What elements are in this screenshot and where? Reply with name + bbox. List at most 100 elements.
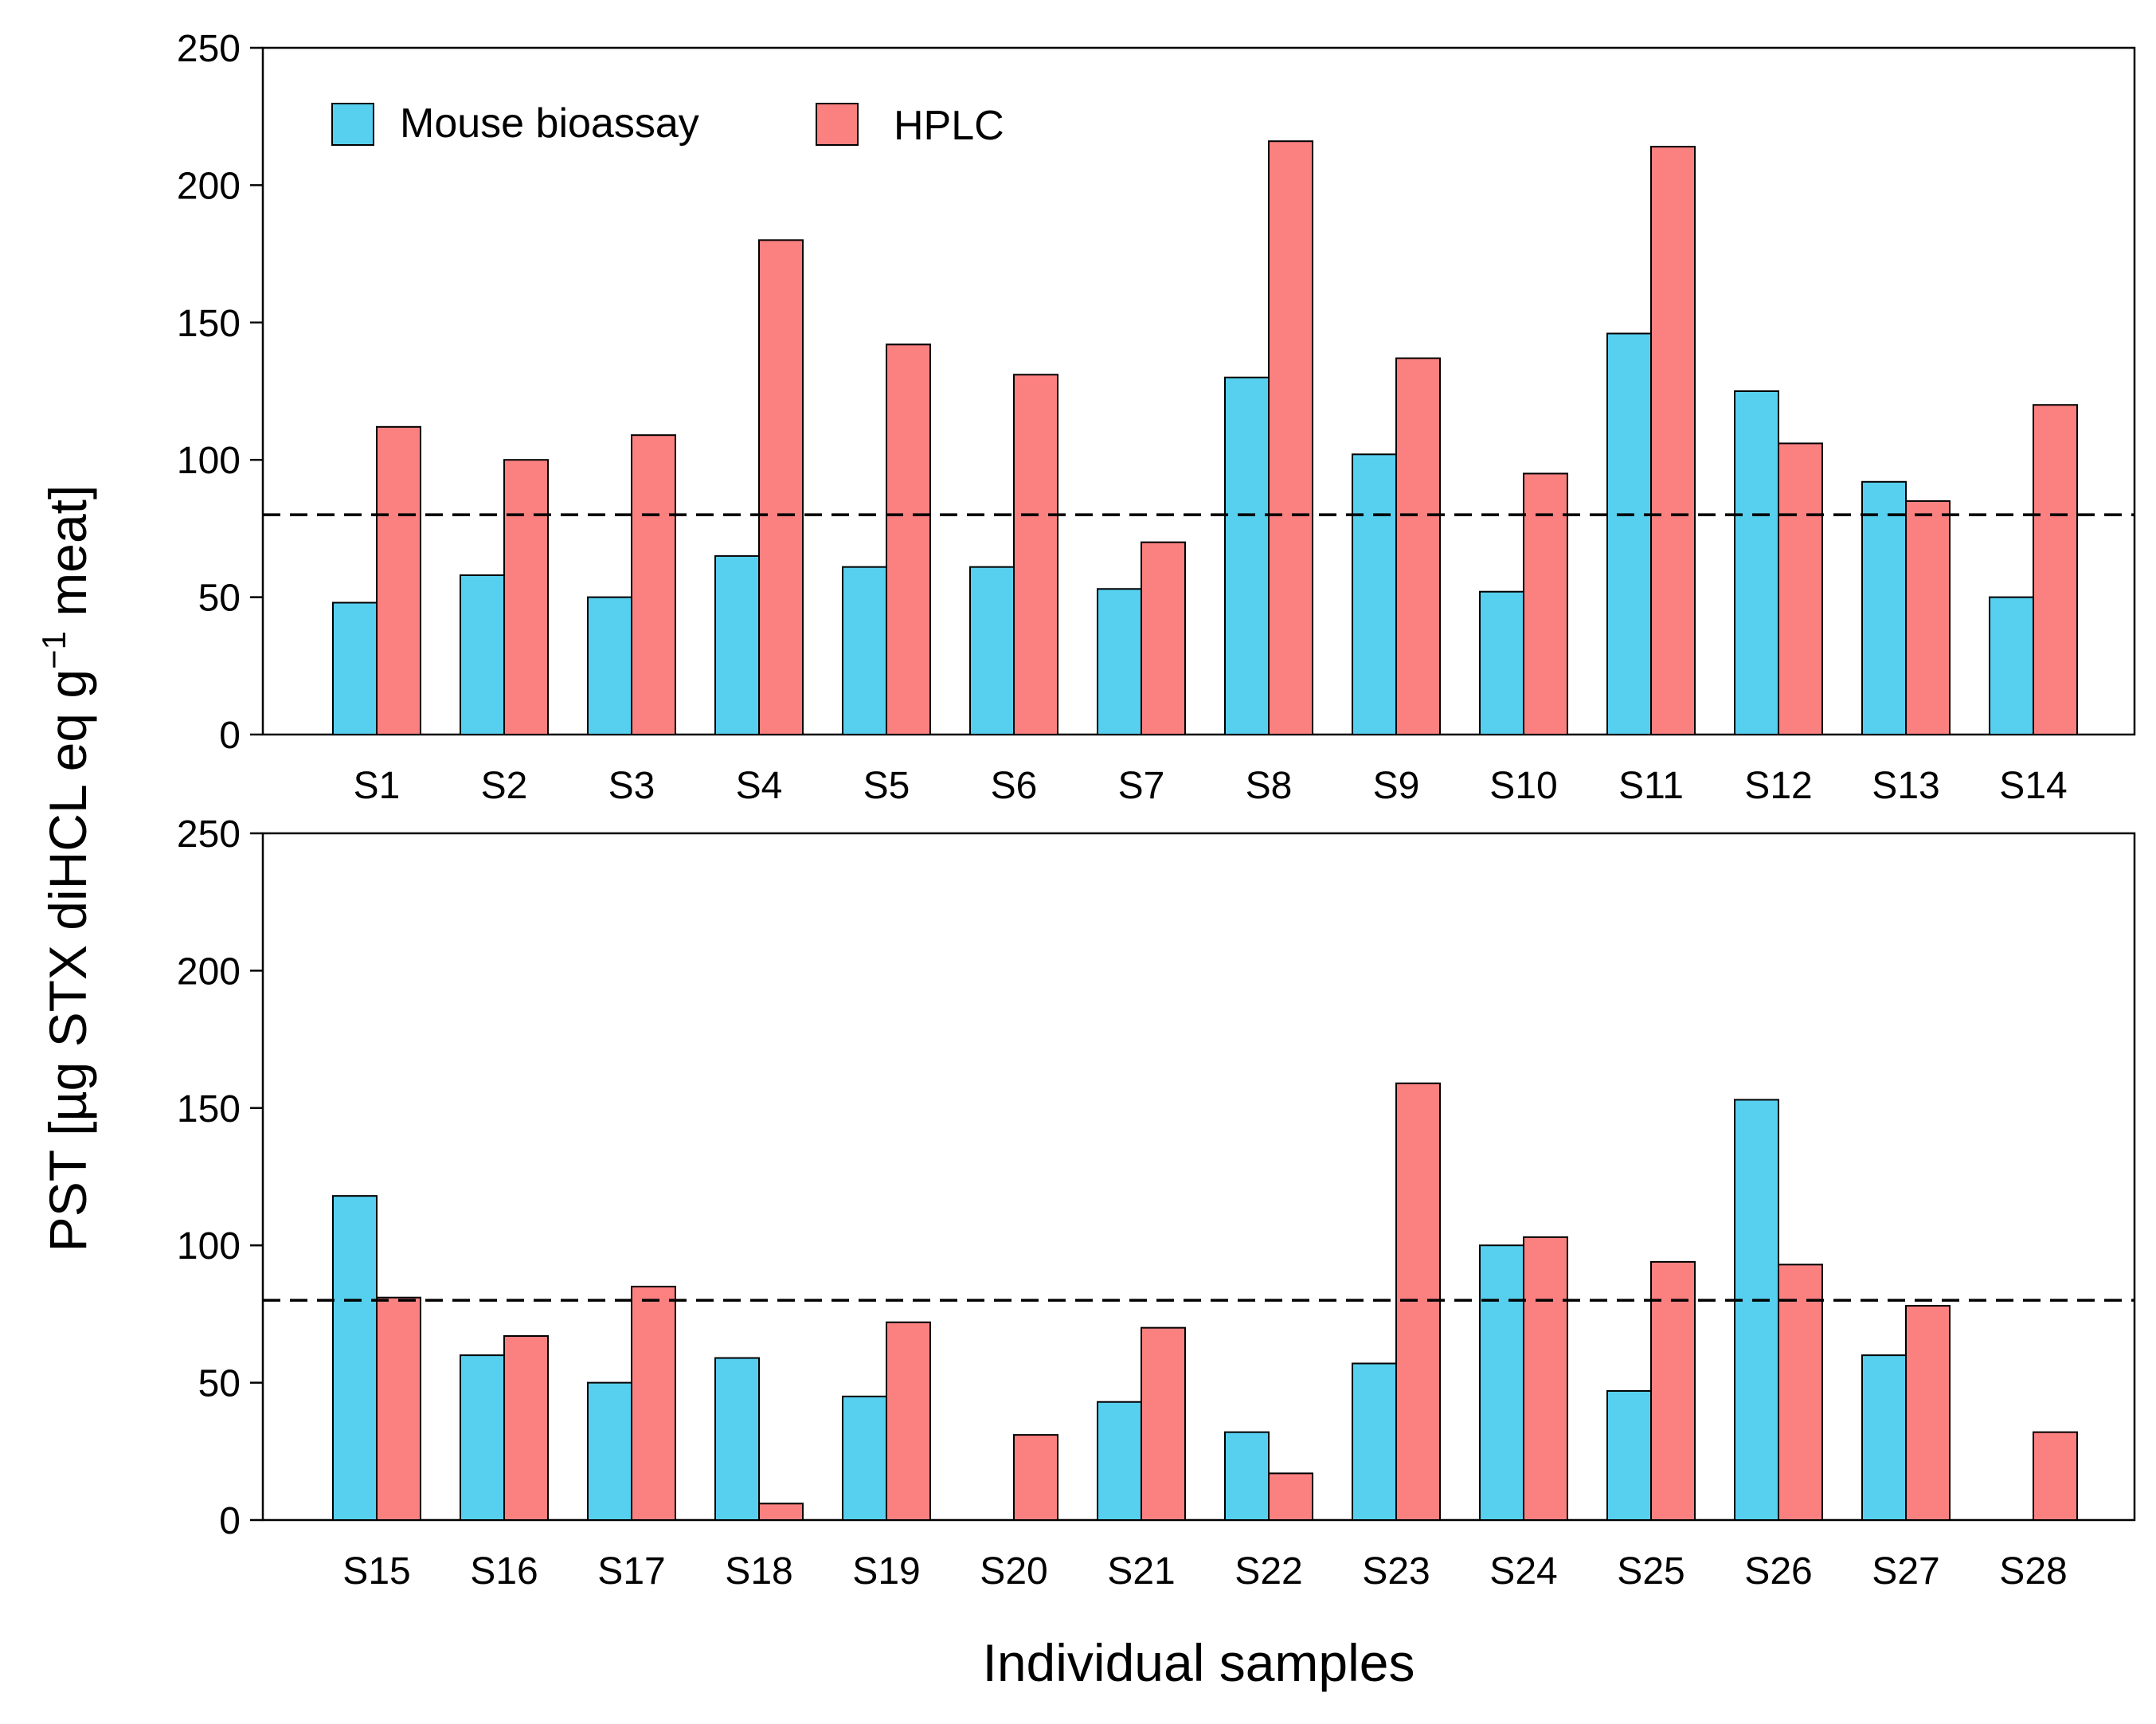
bar-mouse-bioassay-S17	[587, 1381, 632, 1521]
y-tick-label: 50	[198, 1363, 241, 1405]
bottom-plot-frame	[261, 832, 2136, 1522]
y-tick-label: 100	[177, 440, 241, 482]
x-tick-label-S27: S27	[1872, 1550, 1939, 1593]
bar-mouse-bioassay-S18	[714, 1357, 760, 1521]
bar-hplc-S8	[1268, 140, 1313, 735]
bar-mouse-bioassay-S22	[1224, 1431, 1270, 1521]
bar-mouse-bioassay-S25	[1606, 1389, 1652, 1521]
y-axis-title-superscript: −1	[35, 631, 72, 669]
bar-mouse-bioassay-S19	[842, 1395, 887, 1521]
bar-mouse-bioassay-S14	[1989, 596, 2034, 735]
bottom-panel: 0 50 100 150 200 250 S15 S16 S17 S18 S19 S20 S21 S22…	[177, 813, 2136, 1593]
bar-hplc-S17	[631, 1285, 676, 1522]
x-tick-label-S23: S23	[1362, 1550, 1430, 1593]
bar-mouse-bioassay-S10	[1479, 590, 1524, 735]
x-tick-label-S19: S19	[852, 1550, 920, 1593]
bar-hplc-S21	[1141, 1326, 1186, 1522]
x-tick-label-S13: S13	[1872, 765, 1939, 807]
bar-hplc-S7	[1141, 541, 1186, 736]
x-tick-label-S12: S12	[1744, 765, 1812, 807]
bottom-x-tick-labels: S15 S16 S17 S18 S19 S20 S21 S22 S23 S24 S25 S26 S27 S…	[342, 1550, 2067, 1593]
x-tick-label-S20: S20	[980, 1550, 1047, 1593]
bar-hplc-S28	[2033, 1431, 2078, 1521]
bar-mouse-bioassay-S4	[714, 554, 760, 735]
bar-mouse-bioassay-S5	[842, 566, 887, 735]
bar-hplc-S24	[1523, 1236, 1568, 1521]
legend-swatch-mouse-bioassay	[331, 103, 374, 146]
x-tick-label-S21: S21	[1107, 1550, 1175, 1593]
x-tick-label-S1: S1	[354, 765, 401, 807]
x-tick-label-S4: S4	[736, 765, 783, 807]
bar-mouse-bioassay-S6	[969, 566, 1015, 735]
bar-hplc-S14	[2033, 404, 2078, 735]
bar-mouse-bioassay-S11	[1606, 332, 1652, 735]
y-tick-label: 0	[219, 1500, 241, 1542]
top-y-axis: 0 50 100 150 200 250	[177, 28, 263, 757]
bar-mouse-bioassay-S2	[460, 574, 505, 735]
x-tick-label-S25: S25	[1617, 1550, 1684, 1593]
bar-mouse-bioassay-S12	[1734, 390, 1779, 735]
bar-hplc-S19	[886, 1321, 931, 1522]
bar-mouse-bioassay-S16	[460, 1354, 505, 1521]
bar-mouse-bioassay-S24	[1479, 1244, 1524, 1521]
bar-hplc-S11	[1650, 146, 1696, 736]
bar-hplc-S15	[376, 1296, 421, 1522]
bar-hplc-S6	[1013, 374, 1058, 735]
top-plot-frame	[261, 46, 2136, 736]
bar-hplc-S22	[1268, 1472, 1313, 1522]
bar-hplc-S27	[1905, 1305, 1951, 1522]
x-tick-label-S28: S28	[1999, 1550, 2067, 1593]
bar-mouse-bioassay-S26	[1734, 1099, 1779, 1522]
bar-hplc-S2	[503, 459, 549, 735]
legend-swatch-hplc	[816, 103, 859, 146]
bar-hplc-S12	[1778, 442, 1823, 736]
y-tick-label: 200	[177, 165, 241, 207]
x-tick-label-S2: S2	[481, 765, 528, 807]
y-axis-title-main: PST [µg STX diHCL eq g	[38, 669, 97, 1252]
y-tick-label: 50	[198, 578, 241, 620]
bottom-y-axis: 0 50 100 150 200 250	[177, 813, 263, 1542]
bar-mouse-bioassay-S3	[587, 596, 632, 735]
x-tick-label-S8: S8	[1246, 765, 1293, 807]
bar-mouse-bioassay-S9	[1352, 453, 1397, 736]
bar-hplc-S18	[758, 1503, 804, 1522]
x-tick-label-S3: S3	[608, 765, 655, 807]
bar-hplc-S1	[376, 425, 421, 735]
bar-mouse-bioassay-S1	[332, 601, 378, 735]
x-tick-label-S16: S16	[470, 1550, 538, 1593]
x-tick-label-S6: S6	[991, 765, 1038, 807]
bar-mouse-bioassay-S23	[1352, 1362, 1397, 1521]
legend-label-hplc: HPLC	[894, 103, 1004, 149]
x-tick-label-S18: S18	[725, 1550, 792, 1593]
top-x-tick-labels: S1 S2 S3 S4 S5 S6 S7 S8 S9 S10 S11 S12 S13 S14	[354, 765, 2068, 807]
bar-mouse-bioassay-S13	[1861, 480, 1907, 735]
bar-mouse-bioassay-S27	[1861, 1354, 1907, 1521]
x-tick-label-S10: S10	[1489, 765, 1557, 807]
x-tick-label-S5: S5	[863, 765, 910, 807]
bar-mouse-bioassay-S21	[1097, 1401, 1142, 1521]
bar-hplc-S20	[1013, 1434, 1058, 1522]
bar-hplc-S13	[1905, 500, 1951, 735]
y-axis-title: PST [µg STX diHCL eq g−1 meat]	[35, 485, 97, 1252]
top-bars	[332, 140, 2078, 736]
y-axis-title-tail: meat]	[38, 485, 97, 631]
bar-hplc-S5	[886, 343, 931, 735]
x-tick-label-S24: S24	[1489, 1550, 1557, 1593]
bar-mouse-bioassay-S15	[332, 1195, 378, 1521]
top-panel: 0 50 100 150 200 250 S1 S2 S3 S4 S5 S6 S7 S8 S9 S10 S11…	[177, 28, 2136, 807]
x-tick-label-S14: S14	[1999, 765, 2067, 807]
y-tick-label: 100	[177, 1225, 241, 1268]
legend: Mouse bioassay HPLC	[331, 100, 1004, 149]
y-tick-label: 0	[219, 715, 241, 757]
x-tick-label-S22: S22	[1235, 1550, 1302, 1593]
x-tick-label-S26: S26	[1744, 1550, 1812, 1593]
bar-hplc-S4	[758, 239, 804, 735]
legend-label-mouse-bioassay: Mouse bioassay	[400, 100, 699, 147]
y-tick-label: 250	[177, 813, 241, 856]
bar-mouse-bioassay-S7	[1097, 588, 1142, 735]
bar-hplc-S3	[631, 434, 676, 736]
x-tick-label-S7: S7	[1118, 765, 1165, 807]
y-tick-label: 200	[177, 950, 241, 993]
bar-hplc-S16	[503, 1334, 549, 1522]
